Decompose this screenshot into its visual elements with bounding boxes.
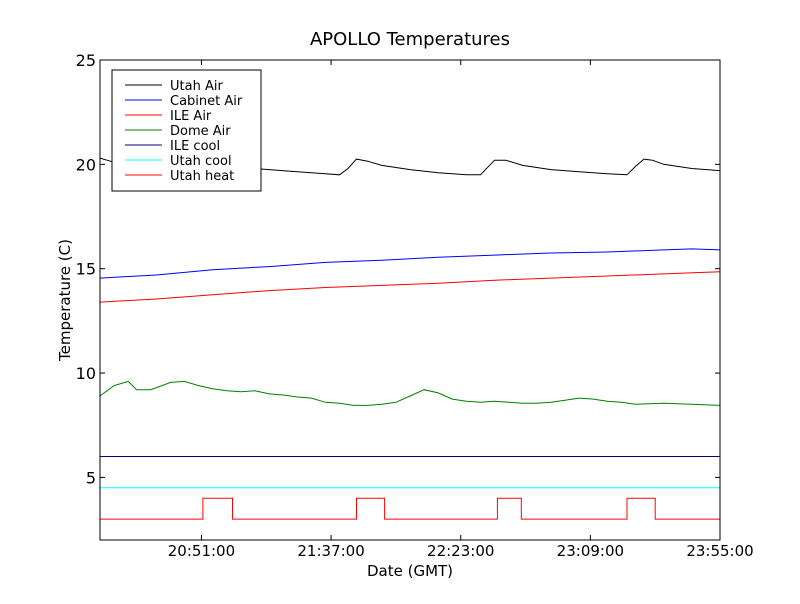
legend-label-utah-air: Utah Air (170, 79, 223, 94)
legend-label-ile-cool: ILE cool (170, 139, 220, 154)
y-tick-label: 15 (76, 260, 96, 279)
legend-label-utah-heat: Utah heat (170, 169, 234, 184)
plot-area (100, 157, 720, 520)
x-tick-label: 20:51:00 (168, 542, 235, 560)
legend-label-cabinet-air: Cabinet Air (170, 94, 243, 109)
x-tick-label: 23:09:00 (557, 542, 624, 560)
chart-title: APOLLO Temperatures (310, 29, 510, 50)
legend-label-dome-air: Dome Air (170, 124, 231, 139)
x-tick-label: 22:23:00 (427, 542, 494, 560)
axes: 5 10 15 20 25 20:51:00 21:37:00 22:23:00 23:09:0… (76, 51, 754, 560)
series-line-dome-air (100, 380, 720, 406)
y-tick-label: 25 (76, 51, 96, 70)
series-line-utah-heat (100, 497, 720, 520)
y-tick-label: 5 (86, 468, 96, 487)
y-tick-label: 20 (76, 155, 96, 174)
legend-label-ile-air: ILE Air (170, 109, 212, 124)
series-line-cabinet-air (100, 248, 720, 279)
x-axis-label: Date (GMT) (367, 562, 453, 580)
y-tick-label: 10 (76, 364, 96, 383)
y-axis-label: Temperature (C) (56, 239, 74, 362)
plot-frame (99, 59, 721, 541)
series-line-ile-air (100, 271, 720, 303)
legend-label-utah-cool: Utah cool (170, 154, 232, 169)
x-tick-label: 21:37:00 (297, 542, 364, 560)
x-tick-label: 23:55:00 (686, 542, 753, 560)
